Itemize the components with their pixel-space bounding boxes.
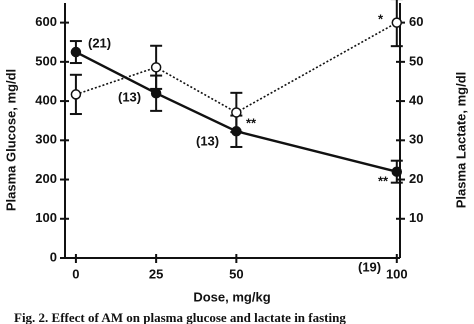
y-tick-label: 600 — [35, 14, 57, 29]
y2-tick-label: 10 — [409, 210, 423, 225]
point — [391, 17, 403, 28]
annotation: ** — [246, 115, 257, 130]
y2-tick-label: 20 — [409, 171, 423, 186]
y2-tick-label: 40 — [409, 93, 423, 108]
point — [150, 87, 162, 99]
annotation: (13) — [196, 133, 219, 148]
y2-tick-label: 60 — [409, 14, 423, 29]
annotation: ** — [378, 173, 389, 188]
annotation: (13) — [118, 89, 141, 104]
point — [70, 89, 82, 100]
x-tick-label: 50 — [229, 266, 243, 281]
y2-axis-label: Plasma Lactate, mg/dl — [453, 72, 468, 209]
series-line — [75, 21, 398, 114]
series-line — [75, 50, 398, 173]
y-tick-label: 0 — [50, 249, 57, 264]
annotation: (19) — [358, 259, 381, 274]
y-tick-label: 100 — [35, 210, 57, 225]
x-tick-label: 100 — [386, 266, 408, 281]
point — [150, 62, 162, 73]
caption: Fig. 2. Effect of AM on plasma glucose a… — [14, 310, 346, 324]
y-axis-label: Plasma Glucose, mg/dl — [3, 69, 18, 211]
point — [70, 46, 82, 58]
y-tick-label: 200 — [35, 171, 57, 186]
y-tick-label: 400 — [35, 93, 57, 108]
annotation: (21) — [88, 35, 111, 50]
annotation: * — [378, 11, 384, 26]
y2-tick-label: 30 — [409, 132, 423, 147]
y-tick-label: 500 — [35, 53, 57, 68]
point — [391, 166, 403, 177]
x-axis-label: Dose, mg/kg — [193, 289, 270, 304]
point — [231, 107, 242, 118]
y-tick-label: 300 — [35, 132, 57, 147]
x-tick-label: 25 — [149, 266, 163, 281]
y2-tick-label: 50 — [409, 53, 423, 68]
x-tick-label: 0 — [72, 266, 79, 281]
